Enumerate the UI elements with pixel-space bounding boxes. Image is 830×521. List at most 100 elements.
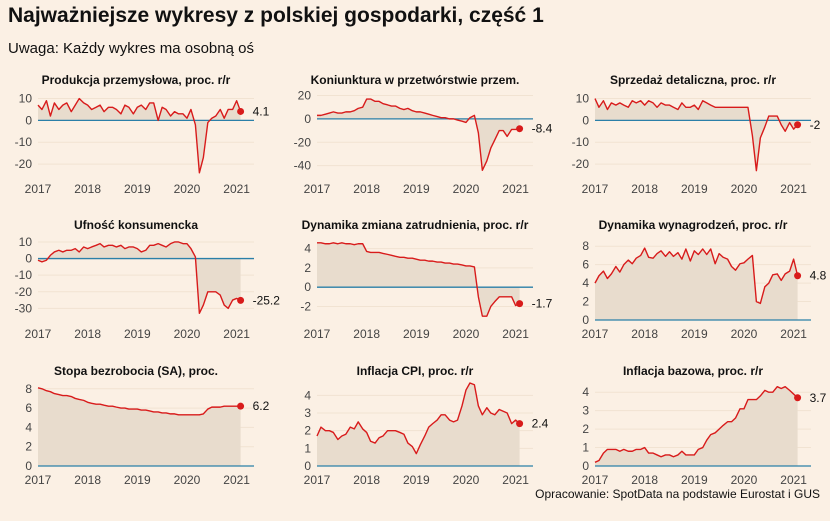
y-tick-label: -20 [572,157,590,171]
y-tick-label: 3 [582,404,589,418]
last-point-marker [237,402,245,410]
x-tick-label: 2021 [502,182,529,196]
x-tick-label: 2017 [25,327,52,341]
y-tick-label: 1 [582,441,589,455]
chart-title: Inflacja CPI, proc. r/r [357,364,474,378]
series-line [37,97,242,174]
y-tick-label: 8 [582,239,589,253]
x-tick-label: 2018 [353,182,380,196]
y-tick-label: 4 [582,385,589,399]
x-tick-label: 2019 [124,182,151,196]
series-line [317,98,520,172]
series-line [594,247,799,305]
y-tick-label: 20 [298,89,312,103]
x-tick-label: 2020 [731,327,758,341]
x-tick-label: 2019 [681,327,708,341]
series-line [37,241,241,315]
x-tick-label: 2017 [582,182,609,196]
chart-svg: Ufność konsumencka 10 0 -10 -20 -30 -25.2 2017 2… [15,218,281,341]
last-point-marker [794,121,802,129]
x-tick-label: 2021 [780,327,807,341]
y-tick-label: 6 [25,401,32,415]
x-tick-label: 2019 [403,473,430,487]
x-tick-label: 2017 [304,182,331,196]
y-tick-label: 2 [582,295,589,309]
series-line [594,98,799,172]
last-value-label: -1.7 [532,297,553,311]
y-tick-label: -10 [15,268,33,282]
series-area [38,98,241,173]
chart-panel-7: Stopa bezrobocia (SA), proc. 8 6 4 2 0 6.2 2017… [6,361,276,521]
x-tick-label: 2019 [124,473,151,487]
last-point-marker [516,125,524,133]
y-tick-label: -40 [294,159,312,173]
y-tick-label: 10 [576,92,590,106]
y-tick-label: -2 [300,299,311,313]
x-tick-label: 2018 [74,182,101,196]
series-area [38,241,241,314]
x-tick-label: 2017 [25,182,52,196]
x-tick-label: 2017 [304,327,331,341]
chart-title: Dynamika wynagrodzeń, proc. r/r [599,218,788,232]
x-tick-label: 2017 [582,327,609,341]
y-tick-label: 0 [304,112,311,126]
x-tick-label: 2019 [403,182,430,196]
series-area [38,387,241,466]
chart-title: Produkcja przemysłowa, proc. r/r [42,73,231,87]
chart-title: Koniunktura w przetwórstwie przem. [311,73,520,87]
x-tick-label: 2018 [353,473,380,487]
last-value-label: -8.4 [532,122,553,136]
last-value-label: -25.2 [253,293,281,307]
y-tick-label: 2 [25,440,32,454]
y-tick-label: -20 [15,285,33,299]
last-point-marker [794,272,802,280]
last-point-marker [237,107,245,115]
chart-panel-5: Dynamika zmiana zatrudnienia, proc. r/r 4… [285,215,555,375]
last-value-label: -2 [810,118,821,132]
series-area [317,242,520,317]
x-tick-label: 2018 [74,473,101,487]
chart-svg: Dynamika wynagrodzeń, proc. r/r 8 6 4 2 0 4.8 2… [582,218,827,341]
y-tick-label: 0 [582,313,589,327]
chart-panel-2: Koniunktura w przetwórstwie przem. 20 0 -20… [285,70,555,230]
series-line [317,242,520,317]
series-area [317,99,520,171]
x-tick-label: 2017 [25,473,52,487]
last-value-label: 6.2 [253,399,270,413]
chart-title: Sprzedaż detaliczna, proc. r/r [610,73,776,87]
chart-svg: Dynamika zmiana zatrudnienia, proc. r/r 4… [300,218,553,341]
x-tick-label: 2020 [731,182,758,196]
y-tick-label: 10 [19,92,33,106]
x-tick-label: 2021 [780,182,807,196]
y-tick-label: 4 [304,242,311,256]
x-tick-label: 2020 [453,327,480,341]
y-tick-label: -30 [15,301,33,315]
chart-svg: Koniunktura w przetwórstwie przem. 20 0 -20… [294,73,553,196]
series-line [37,387,241,416]
x-tick-label: 2017 [582,473,609,487]
chart-panel-8: Inflacja CPI, proc. r/r 4 3 2 1 0 2.4 2017 2018 2… [285,361,555,521]
chart-panel-4: Ufność konsumencka 10 0 -10 -20 -30 -25.2 2017 2… [6,215,281,375]
x-tick-label: 2018 [353,327,380,341]
x-tick-label: 2021 [780,473,807,487]
series-line [594,385,799,463]
x-tick-label: 2018 [631,182,658,196]
y-tick-label: 10 [19,235,33,249]
x-tick-label: 2018 [74,327,101,341]
page-title: Najważniejsze wykresy z polskiej gospoda… [8,4,544,27]
last-value-label: 4.1 [253,104,270,118]
y-tick-label: 4 [582,276,589,290]
y-tick-label: 0 [582,459,589,473]
last-point-marker [237,296,245,304]
chart-title: Inflacja bazowa, proc. r/r [623,364,763,378]
chart-svg: Inflacja CPI, proc. r/r 4 3 2 1 0 2.4 2017 2018 2… [304,364,549,487]
last-point-marker [516,300,524,308]
chart-title: Ufność konsumencka [74,218,198,232]
x-tick-label: 2020 [174,182,201,196]
series-area [317,383,520,466]
x-tick-label: 2021 [223,327,250,341]
last-value-label: 4.8 [810,269,827,283]
y-tick-label: 4 [25,420,32,434]
y-tick-label: 2 [304,424,311,438]
x-tick-label: 2019 [403,327,430,341]
